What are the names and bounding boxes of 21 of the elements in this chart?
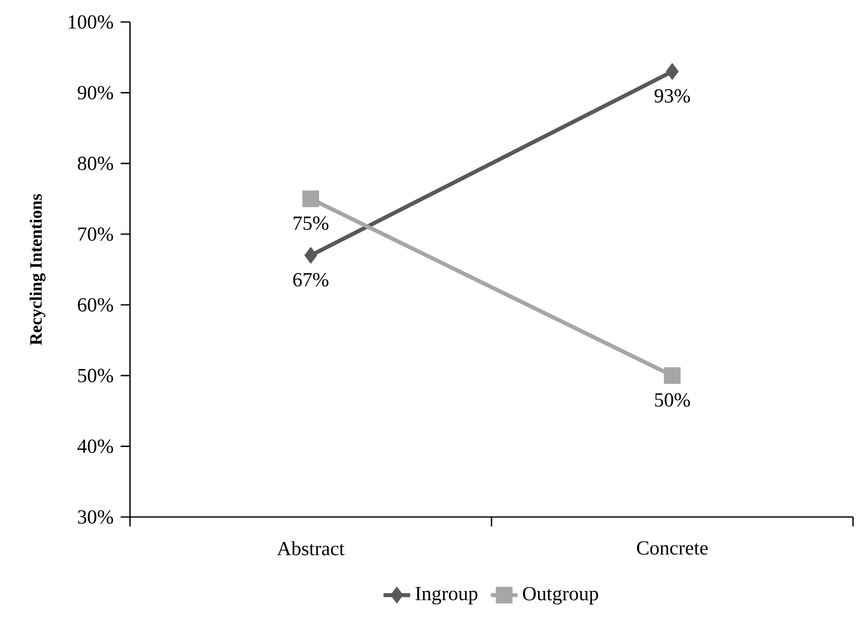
data-label: 50% [655,393,690,407]
data-label: 75% [294,216,328,230]
point [666,63,679,80]
y-axis-title: Recycling Intentions [30,194,46,346]
point [664,367,681,384]
y-tick-label: 30% [78,510,114,524]
y-tick-label: 90% [78,86,114,100]
y-tick-label: 40% [77,440,114,454]
legend-label: Ingroup [416,587,478,604]
legend-label: Outgroup [522,586,598,604]
y-tick-label: 70% [78,227,114,241]
y-tick-label: 50% [78,368,114,382]
y-tick-label: 100% [68,15,114,29]
x-tick-label: Abstract [277,541,345,556]
point [304,247,318,264]
point [302,190,320,208]
data-label: 67% [293,272,328,287]
data-label: 93% [654,89,690,103]
y-tick-label: 80% [78,156,114,170]
y-tick-label: 60% [78,298,114,312]
x-tick-label: Concrete [636,541,708,555]
